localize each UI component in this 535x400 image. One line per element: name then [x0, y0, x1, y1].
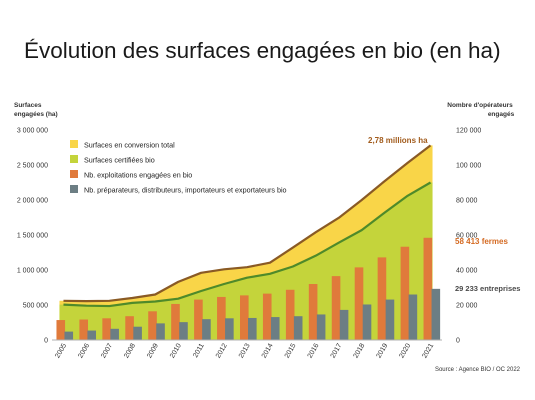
chart-title: Évolution des surfaces engagées en bio (… [24, 38, 501, 63]
legend-item-exploitations-swatch [70, 170, 78, 178]
y-right-tick-label: 80 000 [456, 198, 478, 205]
bar-operateurs-2021 [431, 288, 441, 340]
bar-exploitations-2011 [194, 299, 203, 340]
bar-exploitations-2016 [308, 284, 318, 340]
x-tick-label: 2020 [398, 342, 412, 359]
y-right-axis-title: Nombre d'opérateurs [447, 102, 513, 109]
y-left-tick-label: 1 000 000 [17, 268, 48, 275]
bar-operateurs-2018 [362, 304, 372, 340]
bar-operateurs-2019 [385, 299, 395, 340]
bar-operateurs-2017 [339, 309, 349, 340]
y-right-tick-label: 120 000 [456, 128, 481, 135]
legend-item-conversion-swatch [70, 140, 78, 148]
annotation-surface-total: 2,78 millions ha [368, 136, 428, 145]
y-right-axis-title: engagés [488, 111, 515, 118]
y-left-tick-label: 2 500 000 [17, 163, 48, 170]
x-tick-label: 2016 [307, 342, 321, 359]
x-tick-label: 2021 [421, 342, 435, 359]
legend-item-certified-swatch [70, 155, 78, 163]
x-tick-label: 2008 [123, 342, 137, 359]
bar-exploitations-2018 [354, 267, 364, 340]
bar-exploitations-2007 [102, 318, 111, 340]
bar-exploitations-2006 [79, 319, 89, 340]
bar-exploitations-2013 [240, 295, 249, 340]
x-tick-label: 2010 [169, 342, 183, 359]
y-right-tick-label: 40 000 [456, 268, 478, 275]
area-line-conversion [63, 144, 432, 303]
y-right-tick-label: 0 [456, 338, 460, 345]
annotation-layer: 2,78 millions ha 58 413 fermes 29 233 entr… [368, 136, 521, 373]
bar-operateurs-2005 [64, 331, 74, 340]
bar-exploitations-2009 [148, 311, 157, 340]
bar-exploitations-2017 [331, 276, 341, 340]
y-left-axis-title: engagées (ha) [14, 111, 58, 118]
y-left-tick-label: 500 000 [23, 303, 48, 310]
bar-exploitations-2014 [262, 293, 272, 340]
x-tick-label: 2018 [353, 342, 367, 359]
y-right-tick-label: 60 000 [456, 233, 478, 240]
annotation-fermes: 58 413 fermes [455, 237, 508, 246]
bar-operateurs-2008 [133, 326, 142, 340]
y-left-tick-label: 0 [44, 338, 48, 345]
x-tick-label: 2019 [376, 342, 390, 359]
legend-item-conversion-label: Surfaces en conversion total [84, 141, 175, 150]
y-left-tick-label: 2 000 000 [17, 198, 48, 205]
x-tick-label: 2005 [54, 342, 68, 359]
x-tick-label: 2013 [238, 342, 252, 359]
x-tick-label: 2006 [77, 342, 91, 359]
bar-layer [56, 237, 441, 340]
legend-item-operateurs-label: Nb. préparateurs, distributeurs, importa… [84, 186, 287, 195]
x-tick-label: 2009 [146, 342, 160, 359]
axes-layer: 0 500 000 1 000 000 1 500 000 2 000 000 2 500… [14, 102, 515, 359]
bar-operateurs-2014 [270, 317, 280, 340]
x-tick-label: 2012 [215, 342, 229, 359]
bar-operateurs-2016 [316, 314, 326, 340]
bar-operateurs-2013 [248, 317, 257, 340]
y-left-tick-label: 3 000 000 [17, 128, 48, 135]
bar-exploitations-2015 [285, 289, 295, 340]
bar-exploitations-2010 [171, 303, 180, 340]
legend-item-certified-label: Surfaces certifiées bio [84, 156, 155, 165]
y-right-tick-label: 20 000 [456, 303, 478, 310]
bar-operateurs-2009 [156, 323, 165, 340]
bar-operateurs-2007 [110, 328, 119, 340]
bar-operateurs-2006 [87, 330, 97, 340]
bar-exploitations-2020 [400, 246, 410, 340]
bar-exploitations-2021 [423, 237, 433, 340]
x-tick-label: 2014 [261, 342, 275, 359]
source-note: Source : Agence BIO / OC 2022 [435, 367, 521, 373]
y-left-tick-label: 1 500 000 [17, 233, 48, 240]
legend-item-operateurs-swatch [70, 185, 78, 193]
legend: Surfaces en conversion total Surfaces cer… [70, 140, 287, 195]
bar-operateurs-2020 [408, 294, 418, 340]
bar-exploitations-2008 [125, 316, 134, 340]
bar-exploitations-2012 [217, 296, 226, 340]
bar-operateurs-2010 [179, 322, 188, 340]
x-tick-label: 2017 [330, 342, 344, 359]
bar-operateurs-2015 [293, 316, 303, 340]
x-tick-label: 2015 [284, 342, 298, 359]
y-left-axis-title: Surfaces [14, 102, 42, 109]
y-right-tick-label: 100 000 [456, 163, 481, 170]
bar-exploitations-2005 [56, 320, 66, 340]
area-line-certified [63, 181, 432, 308]
legend-item-exploitations-label: Nb. exploitations engagées en bio [84, 171, 192, 180]
x-tick-label: 2007 [100, 342, 114, 359]
bar-operateurs-2012 [225, 318, 234, 340]
bar-exploitations-2019 [377, 257, 387, 340]
annotation-entreprises: 29 233 entreprises [455, 284, 520, 293]
bar-operateurs-2011 [202, 319, 211, 340]
x-tick-label: 2011 [192, 342, 206, 359]
